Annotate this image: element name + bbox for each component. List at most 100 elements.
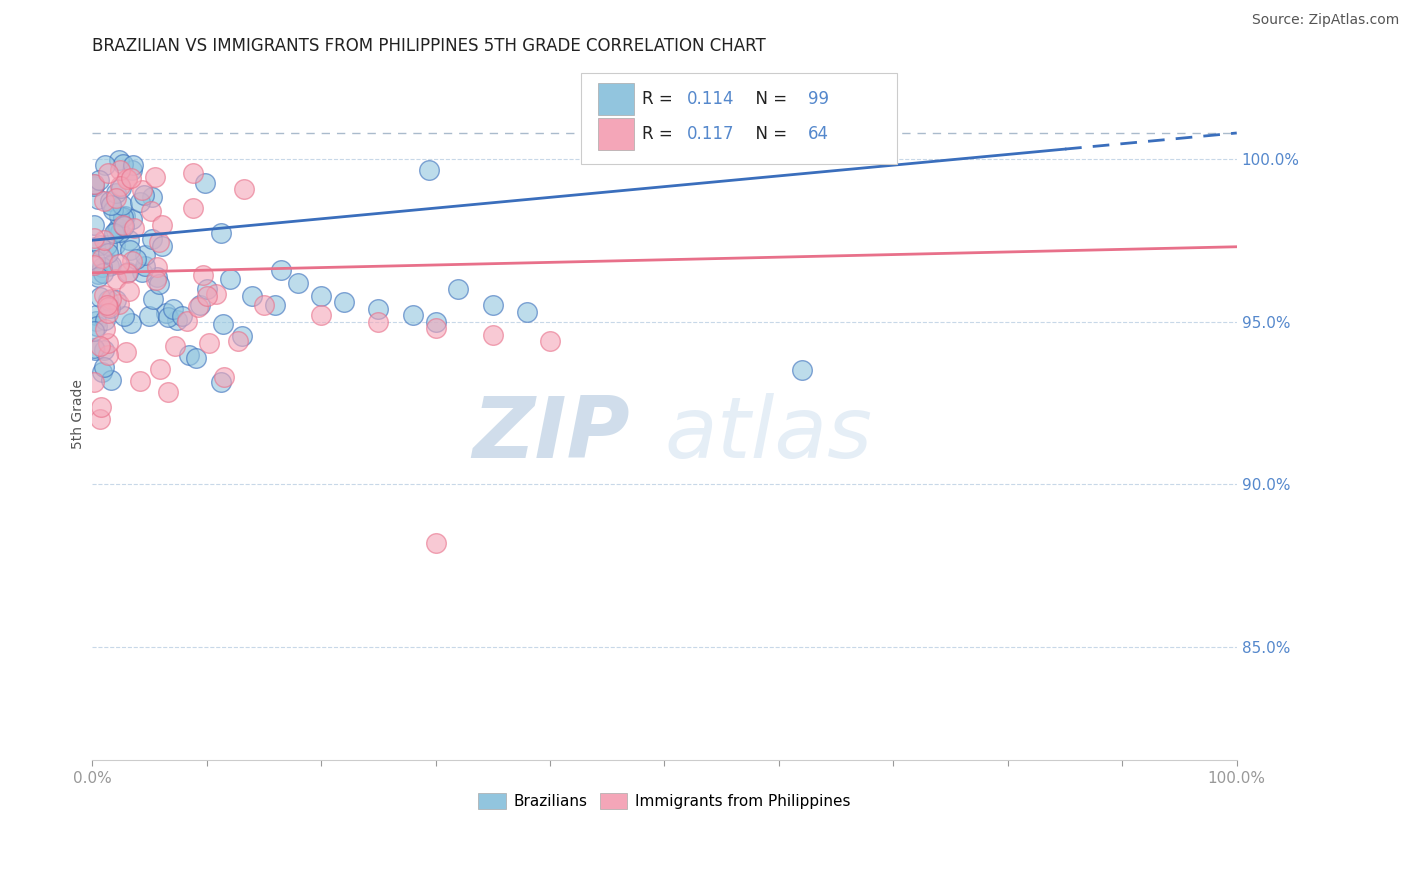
Point	[118, 233, 141, 247]
Text: 0.117: 0.117	[688, 125, 735, 143]
Text: 0.114: 0.114	[688, 90, 735, 108]
Point	[89, 238, 111, 252]
Point	[121, 162, 143, 177]
Point	[104, 238, 127, 252]
Point	[150, 239, 173, 253]
Point	[118, 285, 141, 299]
Point	[128, 374, 150, 388]
Point	[89, 412, 111, 426]
Point	[287, 276, 309, 290]
Point	[108, 162, 131, 177]
Text: R =: R =	[641, 90, 678, 108]
Point	[96, 297, 118, 311]
Point	[402, 308, 425, 322]
Point	[139, 203, 162, 218]
Point	[100, 373, 122, 387]
Point	[194, 177, 217, 191]
Point	[270, 263, 292, 277]
Point	[104, 191, 127, 205]
Point	[86, 313, 108, 327]
Point	[121, 253, 143, 268]
Text: atlas: atlas	[665, 393, 873, 476]
Point	[142, 293, 165, 307]
Point	[83, 324, 105, 338]
Point	[108, 257, 131, 271]
Point	[103, 226, 125, 240]
Point	[93, 359, 115, 374]
Point	[98, 301, 121, 315]
Point	[84, 253, 107, 268]
Point	[425, 321, 447, 335]
Point	[97, 293, 120, 307]
Point	[97, 336, 120, 351]
Point	[162, 302, 184, 317]
Point	[226, 334, 249, 348]
Point	[90, 260, 112, 274]
Point	[195, 288, 218, 302]
Point	[117, 265, 139, 279]
Point	[146, 260, 169, 275]
Point	[204, 286, 226, 301]
Point	[110, 181, 132, 195]
Point	[148, 235, 170, 250]
Point	[309, 288, 332, 302]
Point	[105, 224, 128, 238]
Text: 99: 99	[807, 90, 828, 108]
FancyBboxPatch shape	[598, 83, 634, 115]
Point	[367, 301, 389, 316]
Point	[83, 258, 105, 272]
Point	[108, 209, 131, 223]
Point	[107, 153, 129, 167]
Point	[93, 234, 115, 248]
Point	[100, 194, 122, 209]
Point	[83, 177, 105, 191]
Point	[145, 273, 167, 287]
Point	[148, 277, 170, 292]
Point	[418, 163, 440, 178]
Point	[87, 269, 110, 284]
Point	[83, 178, 105, 192]
Point	[111, 197, 134, 211]
Point	[90, 251, 112, 265]
Point	[97, 348, 120, 362]
Point	[122, 158, 145, 172]
Point	[83, 240, 105, 254]
Point	[193, 268, 215, 282]
Point	[187, 300, 209, 314]
Point	[184, 351, 207, 365]
Point	[86, 318, 108, 333]
Point	[198, 335, 221, 350]
Point	[104, 293, 127, 308]
Point	[91, 365, 114, 379]
Point	[112, 309, 135, 323]
Point	[112, 218, 135, 232]
Point	[176, 314, 198, 328]
Point	[97, 246, 120, 260]
Point	[105, 186, 128, 200]
Point	[143, 169, 166, 184]
Point	[89, 290, 111, 304]
Point	[112, 219, 135, 234]
Point	[195, 282, 218, 296]
Point	[83, 218, 105, 232]
Point	[118, 243, 141, 257]
Point	[309, 308, 332, 322]
Point	[209, 226, 232, 240]
Point	[538, 334, 561, 348]
Point	[209, 375, 232, 389]
Point	[83, 178, 105, 193]
Point	[93, 266, 115, 280]
Point	[89, 173, 111, 187]
Point	[367, 314, 389, 328]
Point	[87, 192, 110, 206]
Point	[112, 157, 135, 171]
Point	[120, 316, 142, 330]
Point	[179, 348, 201, 362]
Point	[481, 298, 503, 312]
Point	[264, 298, 287, 312]
Point	[104, 272, 127, 286]
Point	[122, 220, 145, 235]
Point	[181, 166, 204, 180]
Point	[111, 210, 134, 224]
Legend: Brazilians, Immigrants from Philippines: Brazilians, Immigrants from Philippines	[472, 787, 856, 815]
